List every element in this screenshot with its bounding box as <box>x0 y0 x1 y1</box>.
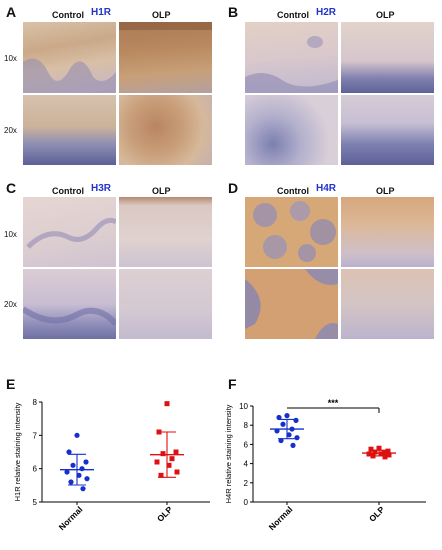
panel-d-olp-label: OLP <box>376 186 395 196</box>
histology-d-olp-10x <box>341 197 434 267</box>
chart-e: 5 6 7 8 H1R relative staining intensity Norma… <box>13 398 210 532</box>
panel-letter-a: A <box>6 4 17 20</box>
data-point-normal <box>80 486 86 492</box>
data-point-normal <box>83 459 89 465</box>
panel-a-receptor-label: H1R <box>91 7 112 18</box>
histology-b-olp-20x <box>341 95 434 165</box>
data-point-olp <box>173 449 179 455</box>
data-point-normal <box>84 476 90 482</box>
data-point-normal <box>276 414 282 421</box>
histology-c-olp-20x <box>119 269 212 339</box>
y-tick-label: 0 <box>244 498 249 507</box>
data-point-normal <box>290 442 296 448</box>
data-point-normal <box>70 462 76 468</box>
data-point-olp <box>382 454 388 460</box>
histology-c-olp-10x <box>119 197 212 267</box>
panel-c-olp-label: OLP <box>152 186 171 196</box>
panel-c-control-label: Control <box>52 186 84 196</box>
panel-a-mag-20x: 20x <box>4 126 17 135</box>
data-point-normal <box>76 472 82 478</box>
panel-a-olp-label: OLP <box>152 10 171 20</box>
x-tick-label: Normal <box>267 504 295 532</box>
x-tick-label: Normal <box>57 504 85 532</box>
histology-d-olp-20x <box>341 269 434 339</box>
data-point-normal <box>293 417 299 423</box>
histology-b-control-20x <box>245 95 338 165</box>
data-point-normal <box>74 432 80 438</box>
panel-letter-c: C <box>6 180 17 196</box>
data-point-normal <box>280 421 286 427</box>
y-tick-label: 5 <box>33 498 38 507</box>
y-tick-label: 10 <box>239 402 248 411</box>
panel-a-control-label: Control <box>52 10 84 20</box>
data-point-normal <box>286 432 292 438</box>
data-point-olp <box>376 445 382 451</box>
y-tick-label: 6 <box>33 465 38 474</box>
y-tick-label: 7 <box>33 431 38 440</box>
significance-label: *** <box>328 398 339 408</box>
panel-letter-d: D <box>228 180 239 196</box>
histology-a-olp-10x <box>119 22 212 93</box>
histology-d-control-20x <box>245 269 338 339</box>
data-point-normal <box>66 449 72 455</box>
histology-b-control-10x <box>245 22 338 93</box>
x-tick-label: OLP <box>155 504 175 524</box>
x-tick-label: OLP <box>367 504 387 524</box>
histology-c-control-10x <box>23 197 116 267</box>
data-point-normal <box>278 437 284 444</box>
panel-d-control-label: Control <box>277 186 309 196</box>
data-point-olp <box>160 451 166 457</box>
data-point-normal <box>64 469 70 475</box>
panel-d-receptor-label: H4R <box>316 183 337 194</box>
data-point-olp <box>154 459 160 465</box>
data-point-olp <box>164 401 170 407</box>
y-tick-label: 8 <box>33 398 38 407</box>
histology-c-control-20x <box>23 269 116 339</box>
panel-letter-f: F <box>228 376 237 392</box>
data-point-olp <box>174 469 180 475</box>
y-axis-label: H4R relative staining intensity <box>224 404 233 503</box>
y-tick-label: 2 <box>244 479 249 488</box>
data-point-olp <box>166 462 172 468</box>
data-point-normal <box>79 466 85 472</box>
data-point-olp <box>372 449 378 455</box>
panel-c-receptor-label: H3R <box>91 183 112 194</box>
histology-b-olp-10x <box>341 22 434 93</box>
panel-b-receptor-label: H2R <box>316 7 337 18</box>
panel-b-control-label: Control <box>277 10 309 20</box>
data-point-olp <box>378 451 384 457</box>
panel-b-olp-label: OLP <box>376 10 395 20</box>
histology-a-control-10x <box>23 22 116 93</box>
data-point-normal <box>284 413 290 419</box>
y-tick-label: 4 <box>244 460 249 469</box>
histology-a-olp-20x <box>119 95 212 165</box>
data-point-olp <box>368 446 374 452</box>
data-point-normal <box>68 479 74 485</box>
panel-letter-e: E <box>6 376 16 392</box>
chart-f: 0 2 4 6 8 10 H4R relative staining intensity No… <box>224 398 426 532</box>
y-axis-label: H1R relative staining intensity <box>13 402 22 501</box>
histology-a-control-20x <box>23 95 116 165</box>
panel-c-mag-20x: 20x <box>4 300 17 309</box>
panel-letter-b: B <box>228 4 239 20</box>
data-point-olp <box>158 472 164 478</box>
y-tick-label: 6 <box>244 440 249 449</box>
y-tick-label: 8 <box>244 421 249 430</box>
data-point-olp <box>366 451 372 457</box>
panel-a-mag-10x: 10x <box>4 54 17 63</box>
data-point-olp <box>385 448 391 454</box>
data-point-normal <box>294 435 300 441</box>
data-point-olp <box>386 452 392 458</box>
panel-c-mag-10x: 10x <box>4 230 17 239</box>
histology-d-control-10x <box>245 197 338 267</box>
data-point-olp <box>169 456 175 462</box>
